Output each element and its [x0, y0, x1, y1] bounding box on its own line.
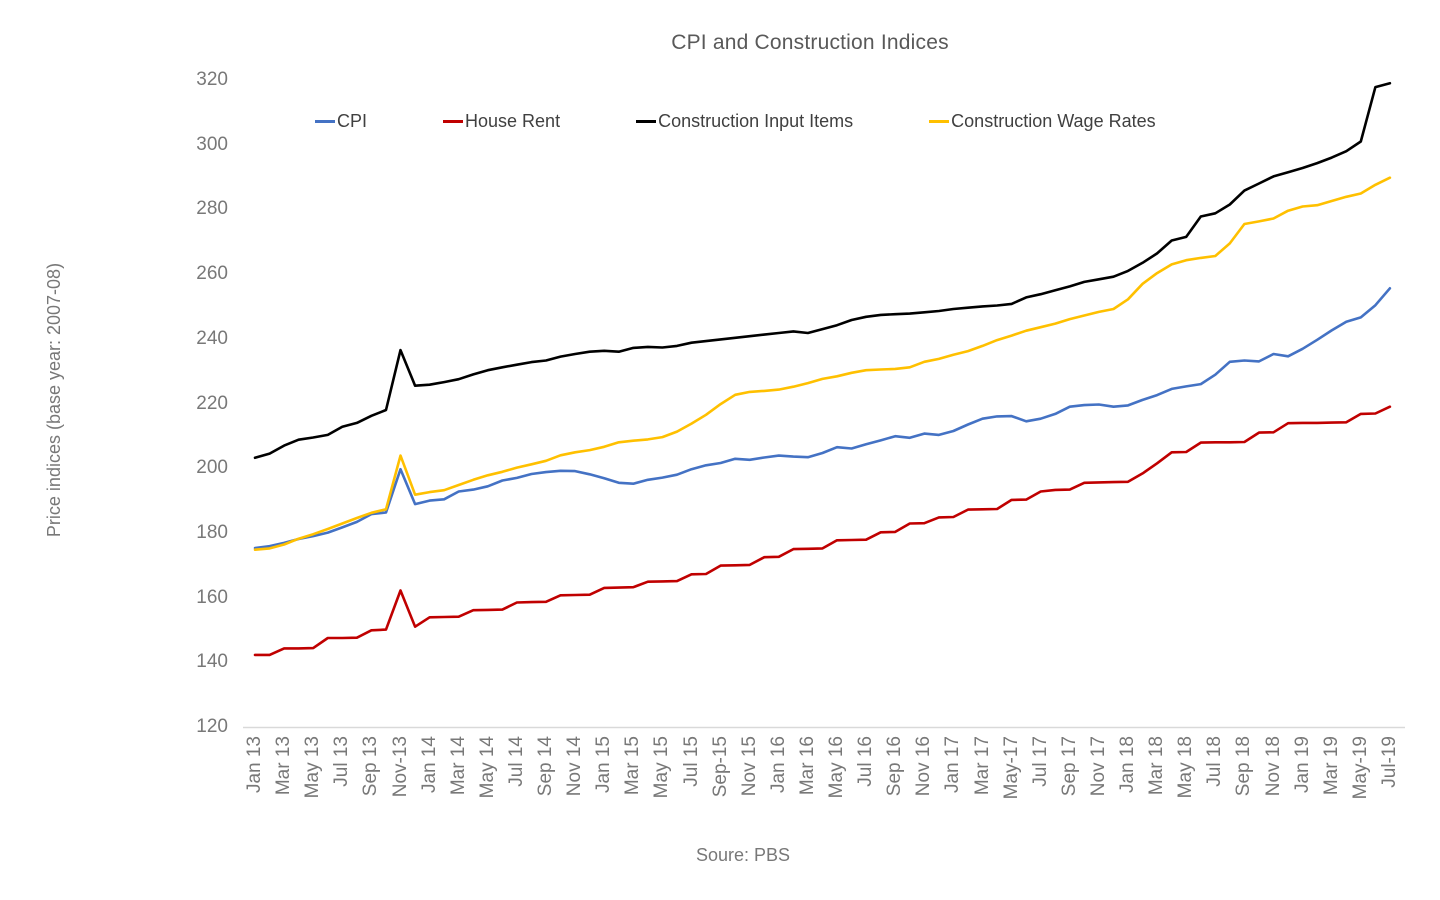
x-tick-label: Sep 17	[1058, 736, 1080, 797]
x-tick-label: Nov 18	[1262, 736, 1284, 797]
legend-swatch-icon	[929, 120, 950, 123]
legend-item-construction-input-items: Construction Input Items	[636, 111, 853, 132]
x-tick-label: Jul-19	[1378, 736, 1400, 788]
legend-label: House Rent	[465, 111, 561, 131]
x-tick-label: Jan 14	[418, 736, 440, 794]
series-line-construction-wage-rates	[253, 176, 1392, 552]
x-tick-label: Sep 13	[360, 736, 382, 797]
x-tick-label: Jul 13	[331, 736, 353, 787]
x-tick-label: May 15	[651, 736, 673, 799]
x-tick-label: Mar 14	[447, 736, 469, 796]
x-tick-label: Sep 16	[884, 736, 906, 797]
legend-item-cpi: CPI	[315, 111, 367, 132]
x-tick-label: Jul 16	[855, 736, 877, 787]
y-tick-label: 220	[196, 392, 228, 414]
x-tick-label: Jan 16	[767, 736, 789, 794]
x-tick-label: Jan 13	[244, 736, 265, 794]
x-tick-label: Mar 15	[622, 736, 644, 796]
x-tick-label: Sep-15	[709, 736, 731, 798]
legend-swatch-icon	[315, 120, 335, 123]
x-tick-label: Nov 16	[913, 736, 935, 797]
x-tick-label: May 18	[1175, 736, 1197, 799]
x-tick-label: Jan 17	[942, 736, 964, 794]
y-tick-label: 120	[196, 716, 228, 737]
chart-title: CPI and Construction Indices	[671, 31, 949, 54]
legend-label: Construction Wage Rates	[951, 111, 1156, 131]
x-tick-label: Sep 18	[1233, 736, 1255, 797]
x-tick-label: Mar 16	[796, 736, 818, 796]
x-tick-label: Mar 13	[273, 736, 295, 796]
x-tick-label: Jan 15	[593, 736, 615, 794]
series-line-cpi	[253, 286, 1392, 550]
legend-label: Construction Input Items	[658, 111, 854, 131]
y-tick-label: 260	[196, 263, 228, 285]
legend-swatch-icon	[443, 120, 464, 123]
x-tick-label: May-19	[1349, 736, 1371, 800]
x-tick-label: May 13	[302, 736, 324, 799]
x-tick-label: May 16	[826, 736, 847, 799]
x-tick-label: Jul 14	[505, 736, 527, 787]
series-line-house-rent	[253, 405, 1392, 657]
x-tick-label: Sep 14	[535, 736, 556, 797]
source-note: Soure: PBS	[695, 845, 791, 865]
x-tick-label: Nov 15	[738, 736, 760, 797]
y-tick-label: 300	[196, 133, 228, 155]
x-tick-label: Jul 18	[1204, 736, 1226, 787]
series-line-construction-input-items	[253, 81, 1392, 460]
y-tick-label: 320	[196, 69, 228, 90]
y-tick-label: 160	[196, 586, 228, 608]
legend-label: CPI	[337, 111, 368, 131]
x-tick-label: Mar 19	[1320, 736, 1342, 796]
x-tick-label: Jul 17	[1029, 736, 1051, 787]
x-tick-label: Nov 14	[564, 736, 586, 797]
legend-item-house-rent: House Rent	[443, 111, 560, 132]
x-tick-label: May 14	[476, 736, 498, 799]
x-tick-label: Nov-13	[389, 736, 411, 798]
x-tick-label: Jul 15	[680, 736, 702, 787]
legend-swatch-icon	[636, 120, 657, 123]
x-tick-label: Jan 19	[1291, 736, 1313, 794]
x-tick-label: Mar 17	[971, 736, 993, 796]
legend: CPI House Rent Construction Input Items Con…	[315, 111, 1156, 132]
y-axis-title: Price indices (base year: 2007-08)	[44, 262, 64, 538]
legend-item-construction-wage-rates: Construction Wage Rates	[929, 111, 1156, 132]
y-tick-label: 240	[196, 327, 228, 349]
y-tick-label: 280	[196, 198, 228, 220]
x-tick-label: Mar 18	[1146, 736, 1168, 796]
x-tick-label: May-17	[1000, 736, 1022, 800]
y-tick-label: 200	[196, 457, 228, 479]
x-tick-label: Nov 17	[1087, 736, 1109, 797]
y-tick-label: 140	[196, 651, 228, 673]
y-tick-label: 180	[196, 521, 228, 543]
x-tick-label: Jan 18	[1117, 736, 1138, 794]
